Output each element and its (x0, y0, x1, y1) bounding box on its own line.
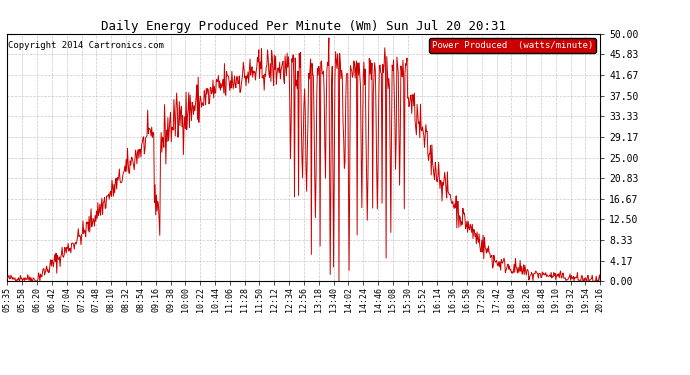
Title: Daily Energy Produced Per Minute (Wm) Sun Jul 20 20:31: Daily Energy Produced Per Minute (Wm) Su… (101, 20, 506, 33)
Text: Copyright 2014 Cartronics.com: Copyright 2014 Cartronics.com (8, 41, 164, 50)
Legend: Power Produced  (watts/minute): Power Produced (watts/minute) (429, 38, 595, 53)
